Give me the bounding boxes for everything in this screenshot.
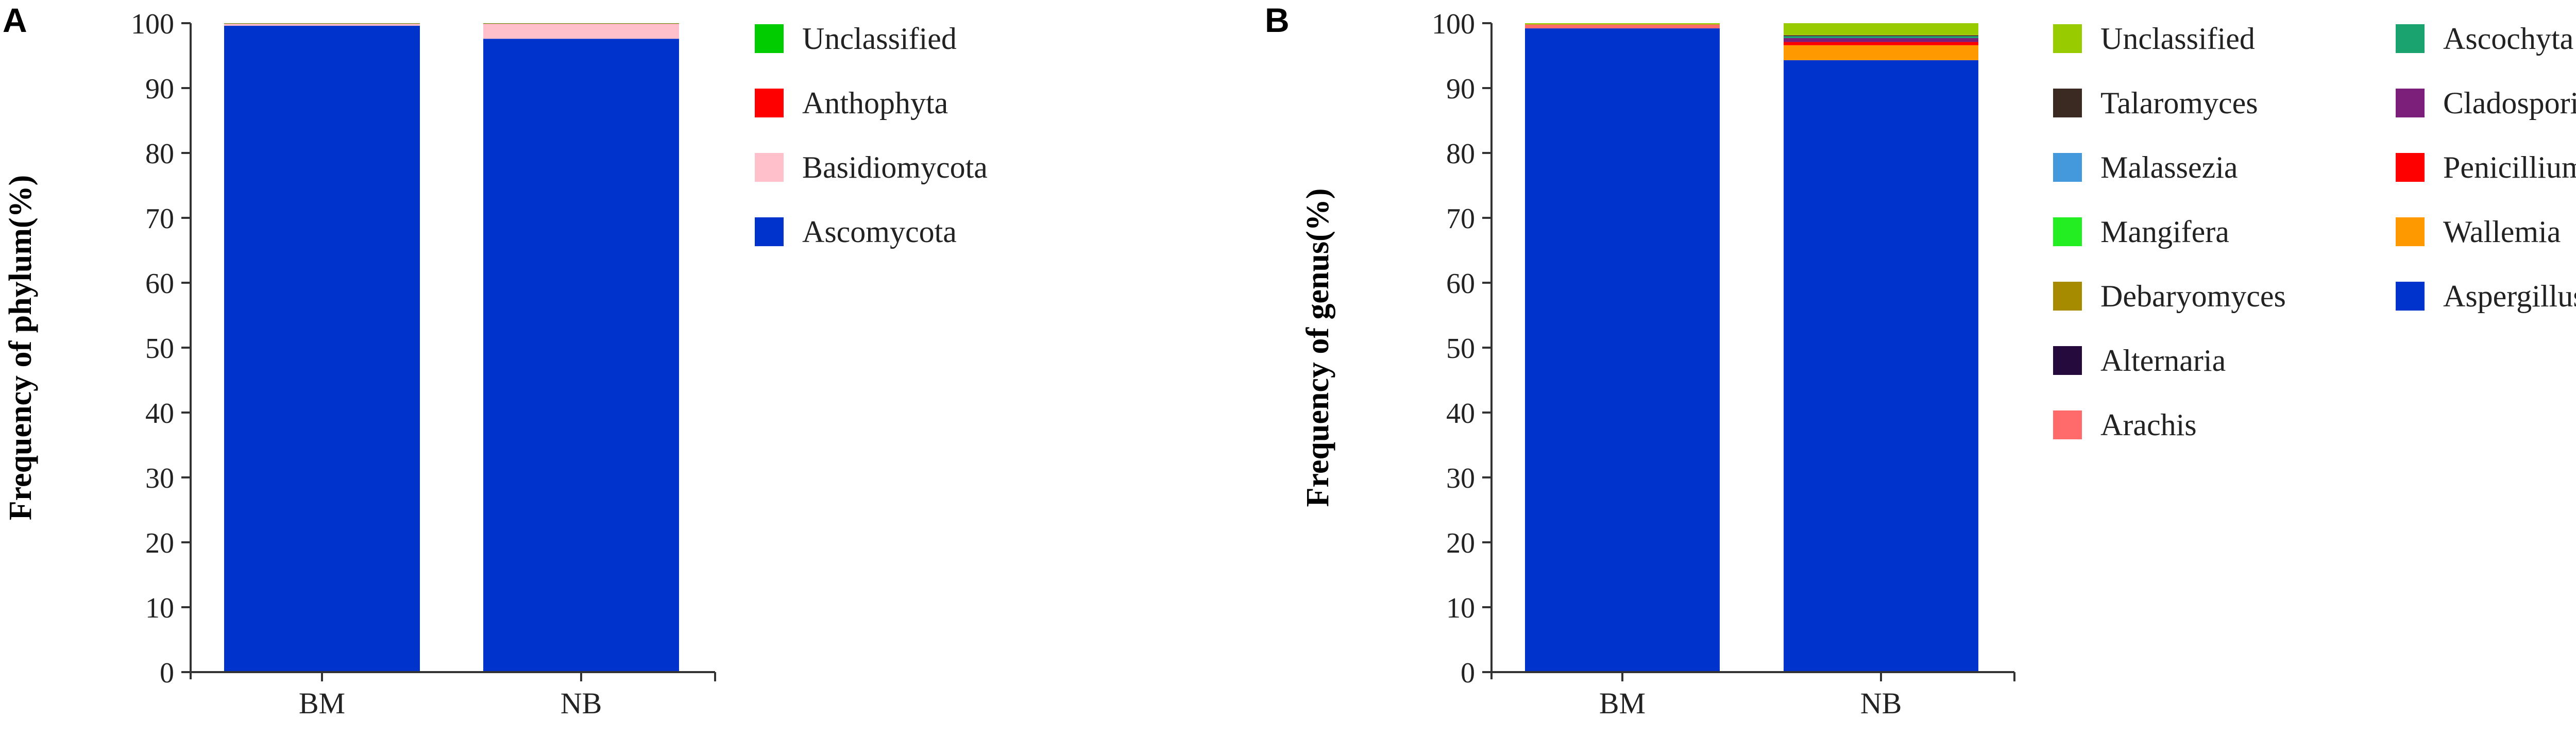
- legend-swatch-cladosporium: [2396, 89, 2425, 117]
- legend-label-arachis: Arachis: [2100, 408, 2197, 442]
- y-tick-label-60: 60: [1446, 268, 1475, 300]
- legend-swatch-malassezia: [2053, 153, 2082, 182]
- y-tick-label-70: 70: [1446, 203, 1475, 235]
- legend-label-debaryomyces: Debaryomyces: [2100, 279, 2286, 313]
- legend-swatch-ascomycota: [755, 217, 784, 246]
- bar-nb-wallemia: [1784, 45, 1978, 60]
- y-tick-label-10: 10: [145, 592, 174, 624]
- legend-label-talaromyces: Talaromyces: [2100, 86, 2258, 120]
- legend-label-aspergillus: Aspergillus: [2443, 279, 2576, 313]
- y-tick-label-80: 80: [145, 138, 174, 170]
- bar-nb-penicillium: [1784, 42, 1978, 45]
- panel-label-b: B: [1265, 1, 1290, 39]
- y-tick-label-30: 30: [145, 462, 174, 494]
- legend-label-alternaria: Alternaria: [2100, 344, 2226, 378]
- y-tick-label-30: 30: [1446, 462, 1475, 494]
- bar-nb-basidiomycota: [483, 24, 679, 39]
- legend-label-basidiomycota: Basidiomycota: [802, 150, 988, 184]
- y-tick-label-40: 40: [145, 398, 174, 430]
- y-tick-label-10: 10: [1446, 592, 1475, 624]
- legend-label-anthophyta: Anthophyta: [802, 86, 948, 120]
- bar-nb-ascochyta: [1784, 36, 1978, 38]
- legend-label-unclassified: Unclassified: [802, 22, 957, 56]
- y-tick-label-20: 20: [145, 527, 174, 559]
- y-tick-label-0: 0: [1461, 657, 1475, 689]
- legend-label-mangifera: Mangifera: [2100, 215, 2229, 249]
- x-tick-label-nb: NB: [1860, 687, 1902, 720]
- bar-bm-unclassified: [1525, 23, 1720, 25]
- legend-swatch-basidiomycota: [755, 153, 784, 182]
- legend-swatch-arachis: [2053, 410, 2082, 439]
- y-tick-label-100: 100: [1432, 8, 1475, 40]
- bar-nb-aspergillus: [1784, 60, 1978, 673]
- legend-swatch-unclassified: [2053, 24, 2082, 53]
- y-tick-label-70: 70: [145, 203, 174, 235]
- x-tick-label-nb: NB: [561, 687, 602, 720]
- legend-swatch-talaromyces: [2053, 89, 2082, 117]
- legend-swatch-unclassified: [755, 24, 784, 53]
- legend-swatch-wallemia: [2396, 217, 2425, 246]
- legend-label-wallemia: Wallemia: [2443, 215, 2561, 249]
- legend-swatch-mangifera: [2053, 217, 2082, 246]
- bar-nb-unclassified: [1784, 23, 1978, 35]
- bar-nb-ascomycota: [483, 39, 679, 673]
- y-tick-label-40: 40: [1446, 398, 1475, 430]
- bar-nb-debaryomyces: [1784, 35, 1978, 36]
- y-tick-label-60: 60: [145, 268, 174, 300]
- y-tick-label-100: 100: [131, 8, 174, 40]
- y-axis-title: Frequency of phylum(%): [3, 175, 38, 521]
- panel-label-a: A: [3, 1, 27, 39]
- y-axis-title: Frequency of genus(%): [1300, 188, 1335, 507]
- bar-nb-unclassified: [483, 23, 679, 24]
- y-tick-label-90: 90: [145, 73, 174, 105]
- legend-label-penicillium: Penicillium: [2443, 150, 2576, 184]
- bar-bm-aspergillus: [1525, 28, 1720, 673]
- bar-bm-ascomycota: [224, 26, 420, 672]
- x-tick-label-bm: BM: [299, 687, 345, 720]
- legend-label-ascomycota: Ascomycota: [802, 215, 957, 249]
- legend-swatch-aspergillus: [2396, 282, 2425, 311]
- legend-swatch-penicillium: [2396, 153, 2425, 182]
- bar-nb-cladosporium: [1784, 38, 1978, 42]
- y-tick-label-80: 80: [1446, 138, 1475, 170]
- legend-swatch-debaryomyces: [2053, 282, 2082, 311]
- legend-label-ascochyta: Ascochyta: [2443, 22, 2573, 56]
- chart-panel-b: Frequency of genus(%) 0 10 20 30 40 50 60 70 80 90…: [1300, 8, 2576, 720]
- legend-label-unclassified: Unclassified: [2100, 22, 2255, 56]
- bar-bm-unclassified: [224, 23, 420, 24]
- y-tick-label-90: 90: [1446, 73, 1475, 105]
- x-tick-label-bm: BM: [1599, 687, 1646, 720]
- y-tick-label-0: 0: [160, 657, 174, 689]
- legend-label-cladosporium: Cladosporium: [2443, 86, 2576, 120]
- chart-panel-a: Frequency of phylum(%) 0 10 20 30 40 50 60 70 80 9…: [3, 8, 988, 720]
- y-tick-label-50: 50: [145, 333, 174, 365]
- legend-swatch-ascochyta: [2396, 24, 2425, 53]
- y-tick-label-50: 50: [1446, 333, 1475, 365]
- legend-swatch-anthophyta: [755, 89, 784, 117]
- bar-bm-basidiomycota: [224, 24, 420, 26]
- y-tick-label-20: 20: [1446, 527, 1475, 559]
- legend-swatch-alternaria: [2053, 346, 2082, 375]
- bar-bm-arachis: [1525, 24, 1720, 29]
- legend-label-malassezia: Malassezia: [2100, 150, 2238, 184]
